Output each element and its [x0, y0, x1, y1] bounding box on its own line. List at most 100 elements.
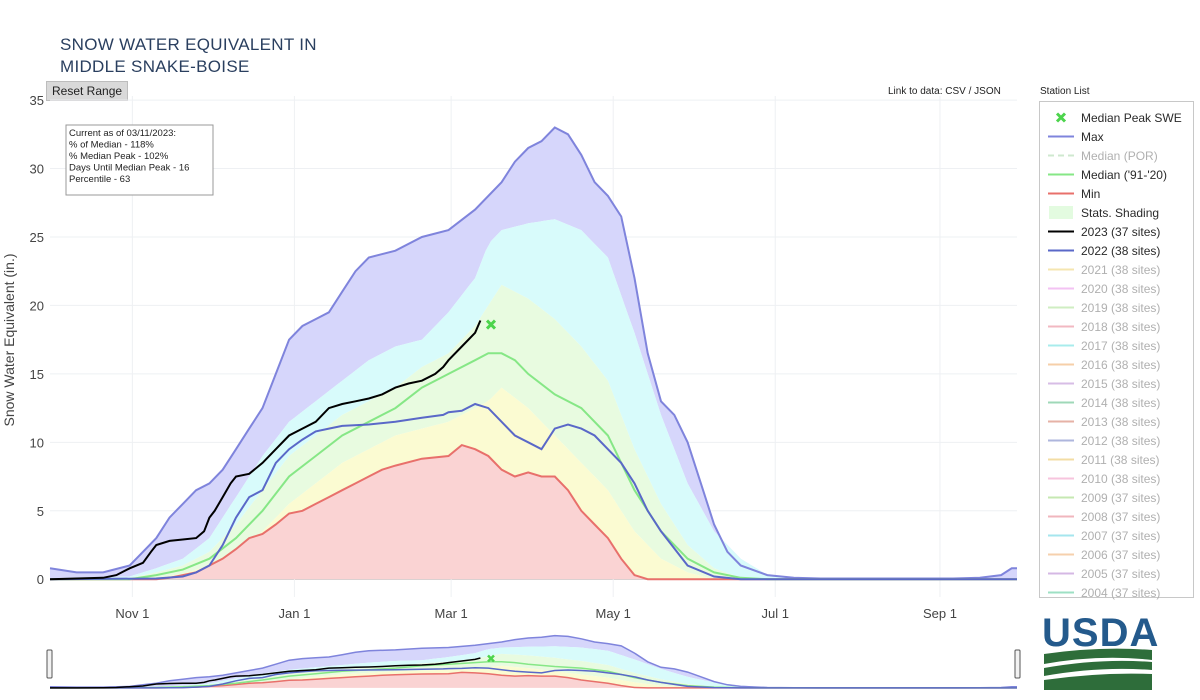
legend-item[interactable]: Median Peak SWE — [1040, 108, 1195, 127]
legend-item[interactable]: 2008 (37 sites) — [1040, 507, 1195, 526]
mini-shade-max-band — [50, 635, 1017, 688]
legend-label: 2011 (38 sites) — [1081, 452, 1160, 467]
legend-label: 2007 (37 sites) — [1081, 528, 1161, 543]
mini-shade-mid-band — [50, 653, 1017, 688]
legend-item[interactable]: 2019 (38 sites) — [1040, 298, 1195, 317]
y-tick-label: 20 — [30, 298, 44, 313]
legend-swatch — [1046, 393, 1076, 412]
range-handle-right — [1014, 649, 1021, 679]
info-box-line: Percentile - 63 — [69, 174, 130, 185]
legend-item[interactable]: 2006 (37 sites) — [1040, 545, 1195, 564]
range-slider[interactable] — [46, 634, 1021, 689]
chart-axes: 0 5 10 15 20 25 30 35 Nov 1 Jan 1 Mar 1 May 1 Jul 1 S… — [30, 93, 957, 621]
swe-chart[interactable]: 0 5 10 15 20 25 30 35 Nov 1 Jan 1 Mar 1 May 1 Jul 1 S… — [0, 0, 1030, 700]
data-link[interactable]: Link to data: CSV / JSON — [888, 86, 1001, 97]
legend-item[interactable]: 2022 (38 sites) — [1040, 241, 1195, 260]
legend-label: 2014 (38 sites) — [1081, 395, 1161, 410]
legend-label: Median Peak SWE — [1081, 110, 1182, 125]
legend-swatch — [1046, 336, 1076, 355]
legend-swatch — [1046, 317, 1076, 336]
legend-label: 2021 (38 sites) — [1081, 262, 1161, 277]
wy2022-line — [49, 402, 1017, 581]
median-peak-marker — [485, 319, 497, 330]
legend-item[interactable]: 2021 (38 sites) — [1040, 260, 1195, 279]
legend-item[interactable]: Median ('91-'20) — [1040, 165, 1195, 184]
legend-swatch — [1046, 507, 1076, 526]
y-tick-label: 30 — [30, 162, 44, 177]
legend-swatch — [1046, 298, 1076, 317]
legend-item[interactable]: 2010 (38 sites) — [1040, 469, 1195, 488]
legend-swatch — [1046, 184, 1076, 203]
legend-label: 2010 (38 sites) — [1081, 471, 1161, 486]
legend-item[interactable]: 2016 (38 sites) — [1040, 355, 1195, 374]
info-box-line: % Median Peak - 102% — [69, 151, 169, 162]
info-box-frame — [65, 124, 214, 196]
legend-item[interactable]: 2020 (38 sites) — [1040, 279, 1195, 298]
x-tick-label: Nov 1 — [115, 606, 149, 621]
mini-wy2022-line — [50, 666, 1017, 689]
legend-item[interactable]: 2011 (38 sites) — [1040, 450, 1195, 469]
legend-item[interactable]: Median (POR) — [1040, 146, 1195, 165]
station-list-link[interactable]: Station List — [1040, 86, 1090, 97]
legend-label: Stats. Shading — [1081, 205, 1160, 220]
y-tick-label: 15 — [30, 367, 44, 382]
legend-swatch — [1046, 355, 1076, 374]
y-tick-label: 0 — [37, 572, 44, 587]
legend-swatch — [1046, 431, 1076, 450]
legend-item[interactable]: 2018 (38 sites) — [1040, 317, 1195, 336]
shade-max-band — [50, 127, 1017, 580]
chart-title-line1: SNOW WATER EQUIVALENT IN — [60, 35, 317, 54]
usda-logo-mark: USDA — [1042, 611, 1159, 690]
legend-label: 2018 (38 sites) — [1081, 319, 1161, 334]
legend-item[interactable]: Max — [1040, 127, 1195, 146]
legend-item[interactable]: 2009 (37 sites) — [1040, 488, 1195, 507]
legend-item[interactable]: 2014 (38 sites) — [1040, 393, 1195, 412]
legend-label: 2023 (37 sites) — [1081, 224, 1161, 239]
legend-label: 2004 (37 sites) — [1081, 585, 1161, 600]
legend-swatch — [1046, 165, 1076, 184]
y-tick-label: 5 — [37, 504, 44, 519]
legend-label: 2008 (37 sites) — [1081, 509, 1161, 524]
legend-swatch — [1046, 241, 1076, 260]
legend-item[interactable]: 2012 (38 sites) — [1040, 431, 1195, 450]
legend-item[interactable]: 2015 (38 sites) — [1040, 374, 1195, 393]
legend-swatch — [1046, 146, 1076, 165]
range-handle-left — [46, 649, 53, 679]
info-box-line: % of Median - 118% — [69, 140, 154, 151]
info-box-line: Current as of 03/11/2023: — [69, 128, 176, 139]
legend-item[interactable]: 2013 (38 sites) — [1040, 412, 1195, 431]
legend-label: 2006 (37 sites) — [1081, 547, 1161, 562]
y-tick-label: 35 — [30, 93, 44, 108]
y-axis-label: Snow Water Equivalent (in.) — [1, 254, 17, 427]
max-line — [49, 126, 1017, 580]
legend-swatch — [1046, 260, 1076, 279]
reset-range-button[interactable]: Reset Range — [46, 81, 129, 101]
legend-item[interactable]: 2005 (37 sites) — [1040, 564, 1195, 583]
info-box-line: Days Until Median Peak - 16 — [69, 163, 189, 174]
legend-label: 2019 (38 sites) — [1081, 300, 1161, 315]
legend-item[interactable]: Min — [1040, 184, 1195, 203]
legend-swatch — [1046, 564, 1076, 583]
legend-item[interactable]: 2017 (38 sites) — [1040, 336, 1195, 355]
legend-label: Median (POR) — [1081, 148, 1158, 163]
legend-item[interactable]: 2023 (37 sites) — [1040, 222, 1195, 241]
mini-wy2023-line — [50, 657, 481, 689]
legend[interactable]: Median Peak SWE Max Median (POR) Median ('9… — [1039, 101, 1195, 600]
legend-swatch — [1046, 127, 1076, 146]
usda-logo-text: USDA — [1042, 611, 1159, 655]
stats-shading — [50, 127, 1017, 580]
legend-item[interactable]: Stats. Shading — [1040, 203, 1195, 222]
legend-item[interactable]: 2007 (37 sites) — [1040, 526, 1195, 545]
legend-swatch — [1046, 526, 1076, 545]
legend-swatch — [1046, 222, 1076, 241]
legend-label: Max — [1081, 129, 1104, 144]
y-tick-label: 25 — [30, 230, 44, 245]
legend-swatch — [1046, 203, 1076, 222]
mini-min-line — [50, 671, 1017, 689]
mini-max-line — [49, 634, 1017, 689]
shade-mid-band — [50, 284, 1017, 580]
min-line — [50, 443, 1017, 581]
legend-item[interactable]: 2004 (37 sites) — [1040, 583, 1195, 602]
x-tick-label: May 1 — [595, 606, 630, 621]
legend-swatch — [1046, 469, 1076, 488]
